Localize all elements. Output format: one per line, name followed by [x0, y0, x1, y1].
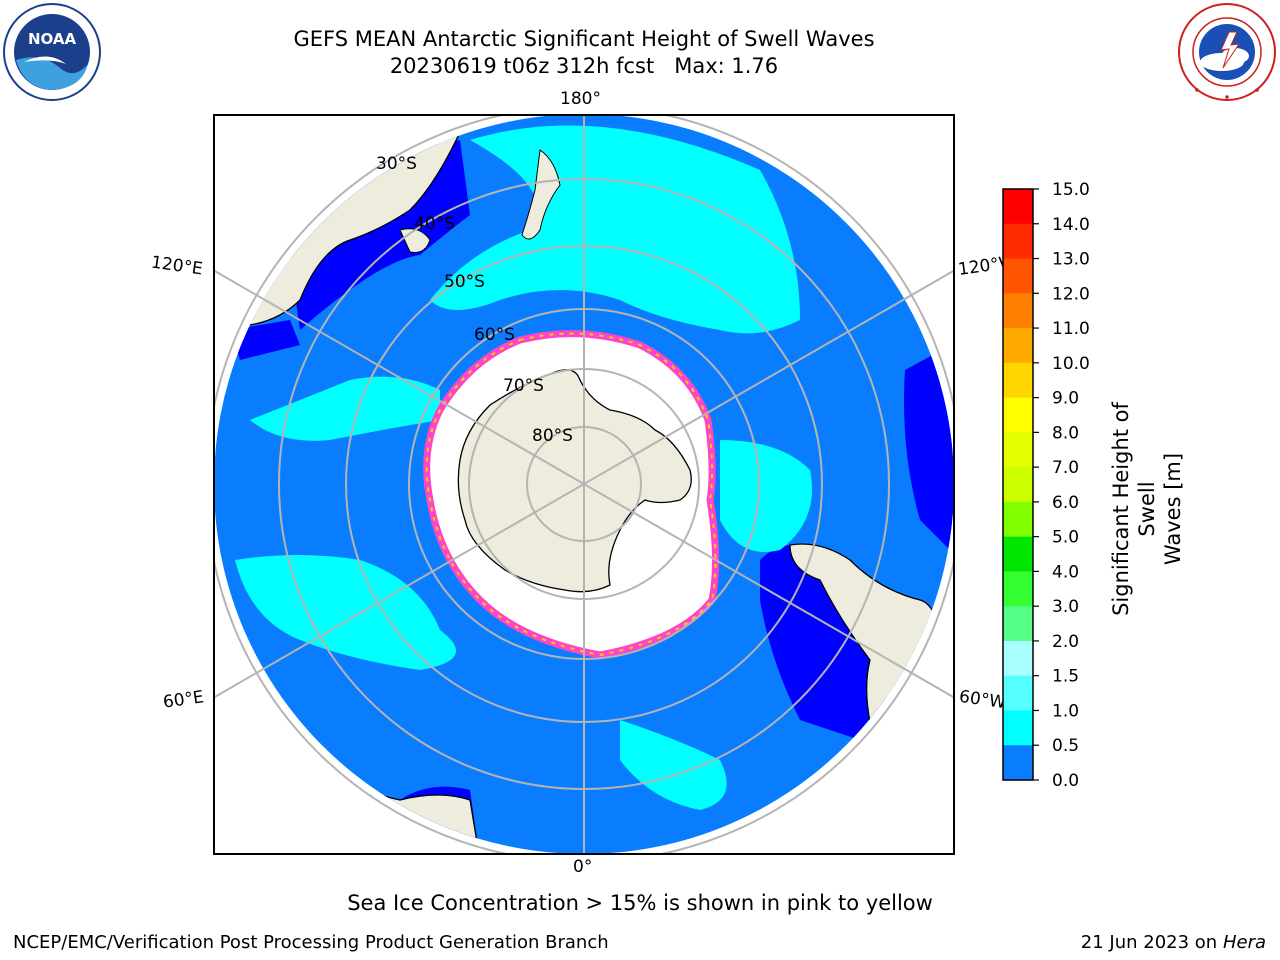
lat-label: 70°S [503, 376, 544, 396]
colorbar-swatches [1003, 189, 1033, 781]
colorbar-swatch [1003, 258, 1033, 294]
chart-title: GEFS MEAN Antarctic Significant Height o… [293, 27, 875, 51]
colorbar-swatch [1003, 640, 1033, 677]
nws-logo [1178, 3, 1276, 101]
sea-ice-note: Sea Ice Concentration > 15% is shown in … [347, 891, 933, 915]
colorbar-swatch [1003, 328, 1033, 364]
colorbar-tick-label: 1.5 [1052, 667, 1079, 687]
colorbar-swatch [1003, 223, 1033, 260]
colorbar-tick-label: 0.0 [1052, 771, 1079, 791]
colorbar-swatch [1003, 571, 1033, 607]
lon-label: 60°E [161, 687, 206, 713]
colorbar-swatch [1003, 362, 1033, 399]
lon-label: 120°E [149, 252, 204, 280]
colorbar-swatch [1003, 501, 1033, 538]
colorbar-frame [1002, 188, 1034, 781]
footer-branch: NCEP/EMC/Verification Post Processing Pr… [13, 932, 609, 953]
colorbar-swatch [1003, 467, 1033, 503]
colorbar-tick-label: 11.0 [1052, 319, 1090, 339]
colorbar-tick-label: 15.0 [1052, 180, 1090, 200]
colorbar-tick-label: 14.0 [1052, 215, 1090, 235]
noaa-logo: NOAA [3, 3, 101, 101]
swell-area-cyan [235, 555, 456, 670]
lat-label: 60°S [474, 325, 515, 345]
polar-map: 30°S 40°S 50°S 60°S 70°S 80°S [213, 114, 955, 855]
colorbar-tick-label: 9.0 [1052, 389, 1079, 409]
colorbar-tick-label: 10.0 [1052, 354, 1090, 374]
lat-label: 40°S [414, 214, 455, 234]
colorbar-tick-label: 0.5 [1052, 736, 1079, 756]
colorbar-tick-label: 7.0 [1052, 458, 1079, 478]
noaa-logo-text: NOAA [28, 30, 77, 48]
lat-label: 80°S [532, 426, 573, 446]
map-frame [213, 114, 955, 855]
colorbar-swatch [1003, 432, 1033, 468]
colorbar-tick-label: 8.0 [1052, 423, 1079, 443]
colorbar-swatch [1003, 675, 1033, 711]
lon-label: 180° [560, 89, 601, 109]
colorbar-swatch [1003, 745, 1033, 781]
antarctica-land [457, 369, 692, 593]
colorbar-ticks: 15.0 14.0 13.0 12.0 11.0 10.0 9.0 8.0 7.0 6.0 5.0 4… [1033, 180, 1090, 791]
meridian-60E-120W [214, 269, 954, 699]
colorbar-swatch [1003, 710, 1033, 746]
footer-host: Hera [1222, 932, 1266, 953]
colorbar-tick-label: 13.0 [1052, 250, 1090, 270]
colorbar-label: Significant Height of Swell Waves [m] [1108, 384, 1186, 634]
colorbar-tick-label: 3.0 [1052, 597, 1079, 617]
colorbar: 15.0 14.0 13.0 12.0 11.0 10.0 9.0 8.0 7.0 6.0 5.0 4… [1002, 180, 1090, 791]
lat-label: 50°S [444, 272, 485, 292]
colorbar-tick-label: 5.0 [1052, 528, 1079, 548]
swell-area-cyan [720, 440, 812, 552]
swell-area-cyan [250, 376, 440, 441]
colorbar-label-line2: Waves [m] [1161, 452, 1185, 566]
footer-date: 21 Jun 2023 on Hera [1081, 932, 1266, 953]
colorbar-tick-label: 2.0 [1052, 632, 1079, 652]
colorbar-tick-label: 1.0 [1052, 701, 1079, 721]
colorbar-swatch [1003, 606, 1033, 642]
footer-date-text: 21 Jun 2023 on [1080, 932, 1218, 953]
graticule [214, 115, 954, 854]
colorbar-swatch [1003, 536, 1033, 572]
swell-area-cyan [620, 720, 727, 810]
new-zealand-land [521, 149, 561, 240]
colorbar-label-line1: Significant Height of Swell [1109, 402, 1159, 616]
colorbar-tick-label: 4.0 [1052, 562, 1079, 582]
colorbar-swatch [1003, 397, 1033, 433]
colorbar-swatch [1003, 189, 1033, 225]
lon-label: 0° [573, 857, 593, 877]
colorbar-tick-label: 12.0 [1052, 284, 1090, 304]
colorbar-swatch [1003, 293, 1033, 329]
chart-subtitle: 20230619 t06z 312h fcst Max: 1.76 [389, 54, 779, 78]
lat-label: 30°S [376, 154, 417, 174]
colorbar-tick-label: 6.0 [1052, 493, 1079, 513]
